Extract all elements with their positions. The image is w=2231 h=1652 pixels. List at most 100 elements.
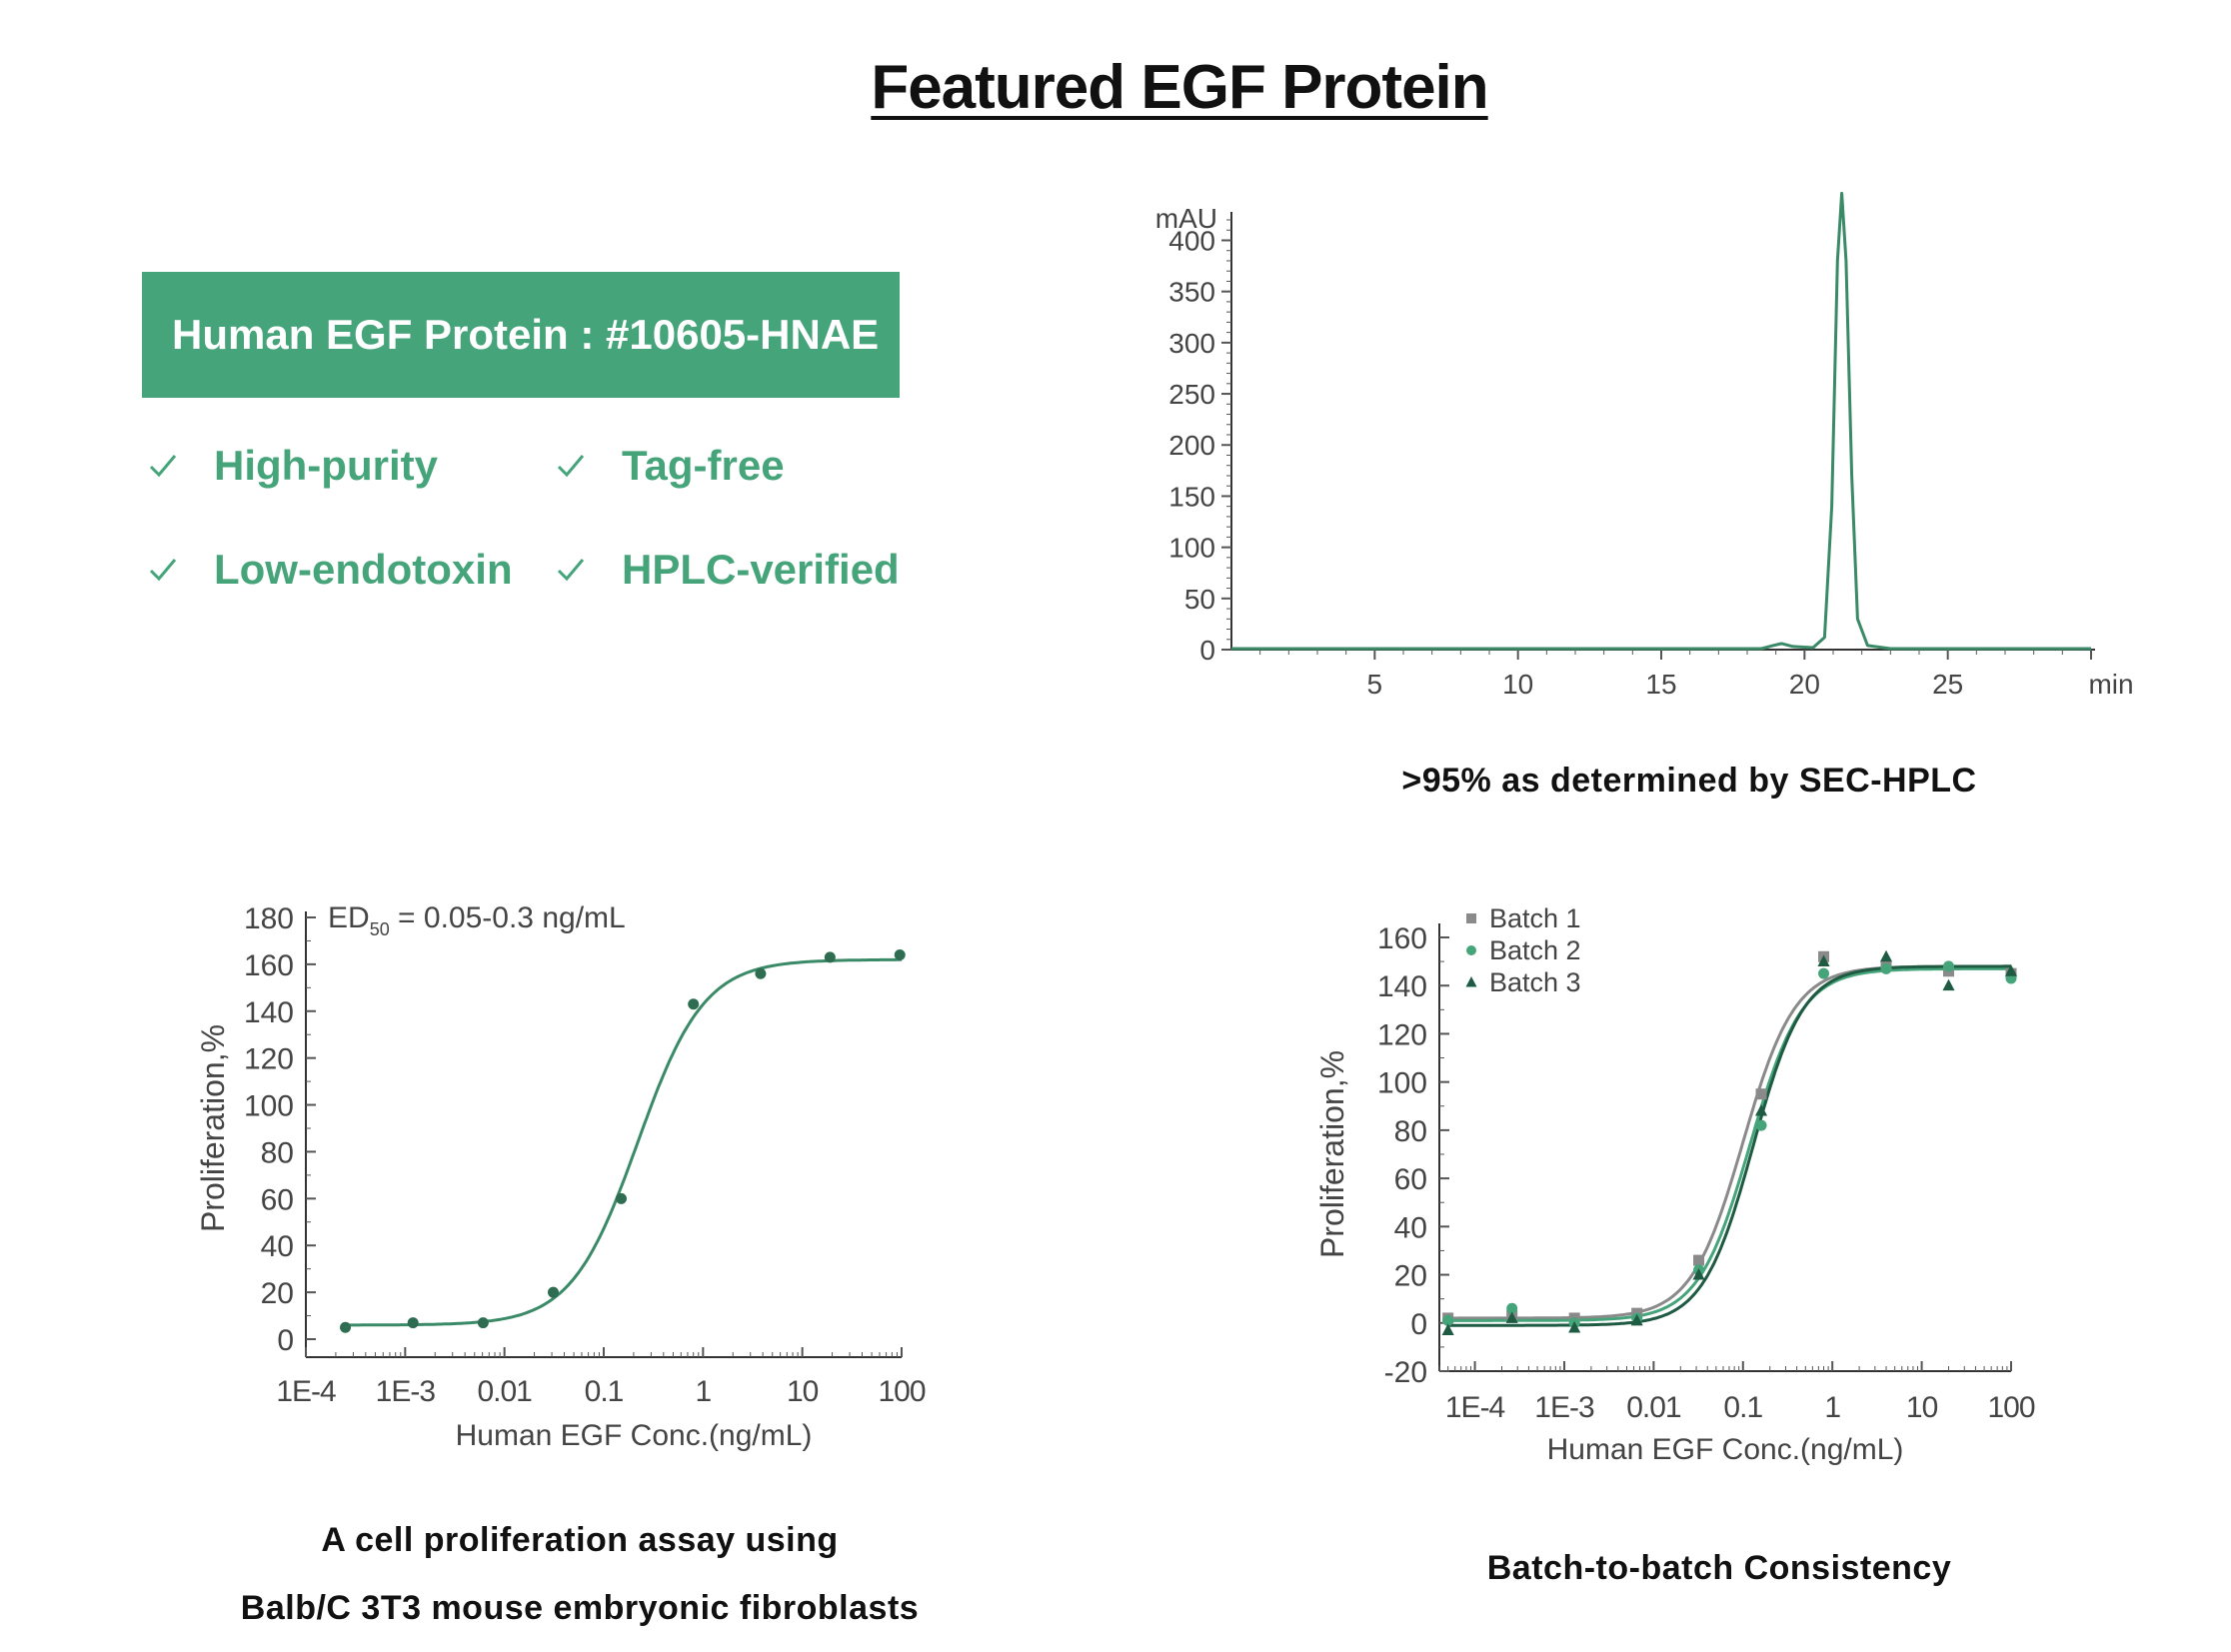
feature-low-endotoxin: Low-endotoxin: [148, 540, 513, 600]
y-tick-label: 40: [1394, 1211, 1427, 1244]
assay-caption-line2: Balb/C 3T3 mouse embryonic fibroblasts: [240, 1589, 920, 1627]
data-point: [2004, 964, 2018, 976]
proliferation-chart: 1E-4 1E-3 0.01 0.1 1 10 100 Human EGF Conc.(ng/…: [195, 901, 927, 1452]
data-point: [1817, 954, 1830, 967]
y-tick-label: 120: [1377, 1018, 1427, 1051]
data-point: [1505, 1311, 1518, 1323]
x-axis-label: min: [2088, 669, 2133, 700]
data-point: [688, 998, 700, 1010]
data-point: [1441, 1323, 1454, 1335]
x-tick-label: 0.01: [1626, 1391, 1681, 1424]
x-tick-label: 100: [878, 1375, 925, 1408]
fit-curve: [345, 957, 902, 1327]
page-title: Featured EGF Protein: [871, 53, 1488, 122]
data-point: [547, 1286, 559, 1298]
y-tick-label: 180: [244, 902, 294, 935]
x-tick-label: 0.1: [585, 1375, 624, 1408]
x-tick-label: 1E-4: [276, 1375, 336, 1408]
y-tick-label: 200: [1168, 430, 1215, 461]
data-point: [1879, 949, 1893, 962]
fit-curve-batch-2: [1447, 966, 2011, 1322]
data-point: [477, 1317, 489, 1329]
check-icon: [557, 559, 585, 582]
feature-high-purity: High-purity: [148, 436, 438, 496]
check-icon: [149, 455, 177, 478]
y-tick-label: 350: [1168, 277, 1215, 308]
x-tick-label: 25: [1932, 669, 1963, 700]
data-point: [1754, 1104, 1768, 1116]
hplc-caption: >95% as determined by SEC-HPLC: [1401, 762, 1977, 800]
legend-label: Batch 2: [1489, 935, 1581, 965]
batch-caption: Batch-to-batch Consistency: [1486, 1549, 1952, 1587]
y-tick-label: 50: [1184, 584, 1215, 615]
y-tick-label: 100: [1168, 533, 1215, 564]
x-tick-label: 15: [1645, 669, 1676, 700]
x-tick-label: 1E-3: [376, 1375, 436, 1408]
data-point: [1693, 1254, 1705, 1266]
y-tick-label: 80: [1394, 1115, 1427, 1148]
data-point: [407, 1317, 419, 1329]
feature-label: Tag-free: [622, 442, 785, 489]
y-tick-label: 0: [1410, 1308, 1427, 1341]
y-tick-label: 140: [244, 996, 294, 1029]
y-tick-label: 300: [1168, 328, 1215, 359]
y-tick-label: 150: [1168, 481, 1215, 512]
product-banner: Human EGF Protein : #10605-HNAE: [142, 272, 900, 398]
data-point: [824, 951, 836, 963]
feature-label: HPLC-verified: [622, 546, 900, 593]
legend-marker: [1466, 945, 1476, 955]
ed50-annotation: ED50 = 0.05-0.3 ng/mL: [328, 901, 626, 939]
data-point: [1755, 1088, 1767, 1100]
data-point: [894, 949, 906, 961]
x-tick-label: 1: [695, 1375, 711, 1408]
data-point: [1755, 1119, 1767, 1131]
x-tick-label: 20: [1789, 669, 1820, 700]
x-tick-label: 1E-4: [1445, 1391, 1505, 1424]
y-tick-label: 120: [244, 1043, 294, 1076]
x-tick-label: 1E-3: [1534, 1391, 1594, 1424]
x-tick-label: 1: [1824, 1391, 1840, 1424]
y-tick-label: 160: [1377, 922, 1427, 955]
data-point: [755, 967, 767, 979]
x-tick-label: 10: [1502, 669, 1533, 700]
data-point: [1942, 978, 1955, 991]
y-tick-label: 60: [261, 1183, 294, 1216]
legend-label: Batch 1: [1489, 903, 1581, 933]
x-axis-label: Human EGF Conc.(ng/mL): [456, 1419, 813, 1452]
data-point: [340, 1321, 352, 1333]
check-icon: [557, 455, 585, 478]
feature-tag-free: Tag-free: [556, 436, 785, 496]
x-axis-label: Human EGF Conc.(ng/mL): [1547, 1433, 1904, 1466]
y-tick-label: 100: [1377, 1067, 1427, 1100]
y-tick-label: 400: [1168, 225, 1215, 256]
y-tick-label: 20: [261, 1277, 294, 1310]
y-tick-label: 0: [277, 1324, 294, 1357]
data-point: [615, 1192, 627, 1204]
legend-marker: [1466, 913, 1476, 923]
assay-caption-line1: A cell proliferation assay using: [321, 1521, 839, 1559]
y-tick-label: 250: [1168, 379, 1215, 410]
check-icon: [149, 559, 177, 582]
product-name: Human EGF Protein : #10605-HNAE: [172, 311, 880, 358]
y-tick-label: 160: [244, 949, 294, 982]
y-tick-label: 60: [1394, 1163, 1427, 1196]
x-tick-label: 0.1: [1723, 1391, 1762, 1424]
x-tick-label: 0.01: [477, 1375, 532, 1408]
y-tick-label: 80: [261, 1136, 294, 1169]
fit-curve-batch-1: [1447, 964, 2011, 1320]
feature-label: High-purity: [214, 442, 438, 489]
x-tick-label: 100: [1987, 1391, 2034, 1424]
data-point: [1818, 967, 1830, 979]
x-tick-label: 5: [1367, 669, 1383, 700]
data-point: [1692, 1267, 1705, 1280]
x-tick-label: 10: [1906, 1391, 1938, 1424]
data-point: [1506, 1302, 1518, 1314]
y-tick-label: 0: [1199, 635, 1215, 666]
data-point: [1630, 1313, 1643, 1326]
data-point: [1880, 962, 1892, 974]
data-point: [1943, 960, 1955, 972]
y-tick-label: 40: [261, 1230, 294, 1263]
y-tick-label: 140: [1377, 970, 1427, 1003]
data-point: [1442, 1314, 1454, 1326]
